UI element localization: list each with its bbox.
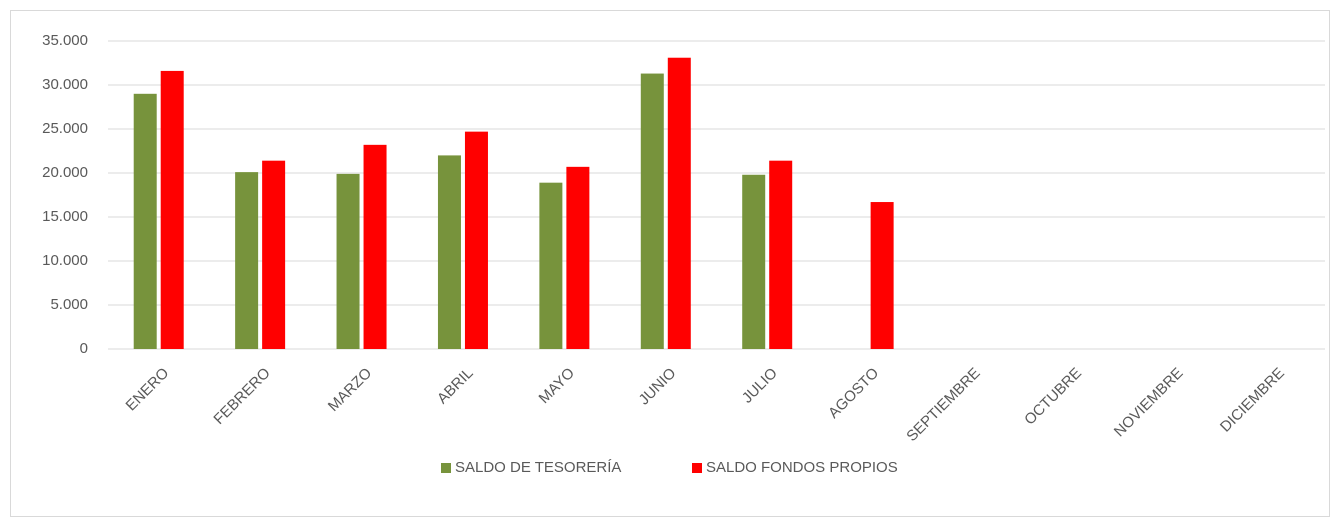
bar [437, 155, 461, 349]
y-tick-label: 25.000 [42, 120, 88, 137]
bar [133, 93, 157, 349]
y-tick-label: 35.000 [42, 32, 88, 49]
legend-swatch [441, 463, 451, 473]
y-tick-label: 20.000 [42, 164, 88, 181]
y-tick-label: 30.000 [42, 76, 88, 93]
y-tick-label: 10.000 [42, 252, 88, 269]
legend-label: SALDO DE TESORERÍA [455, 459, 621, 476]
bar [640, 73, 664, 349]
y-tick-label: 5.000 [50, 296, 88, 313]
bar [160, 70, 184, 350]
bar [870, 202, 894, 349]
bar [539, 182, 563, 349]
y-tick-label: 0 [80, 340, 88, 357]
bar [566, 166, 590, 349]
bar [262, 160, 286, 349]
bar [667, 57, 691, 349]
legend-label: SALDO FONDOS PROPIOS [706, 459, 898, 476]
y-tick-label: 15.000 [42, 208, 88, 225]
bar [235, 172, 259, 349]
bar [769, 160, 793, 349]
bar [336, 173, 360, 349]
bar [363, 144, 387, 349]
legend-swatch [692, 463, 702, 473]
bar [742, 174, 766, 349]
bar [464, 131, 488, 349]
